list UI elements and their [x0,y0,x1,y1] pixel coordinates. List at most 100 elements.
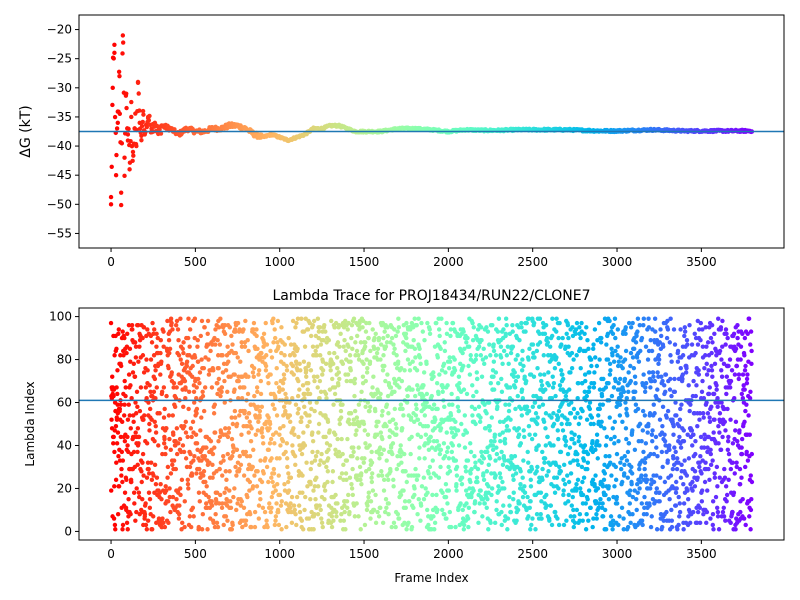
lambda-point [335,501,340,506]
lambda-point [358,527,363,532]
lambda-point [212,524,218,530]
lambda-point [479,338,484,343]
lambda-point [474,475,480,480]
lambda-point [705,411,711,416]
lambda-point [359,481,364,487]
lambda-point [584,393,589,399]
lambda-point [283,400,289,405]
lambda-point [346,344,351,349]
lambda-point [335,365,340,371]
lambda-point [333,447,338,452]
lambda-point [245,338,250,343]
lambda-point [256,372,261,377]
lambda-point [719,368,724,373]
lambda-point [606,496,612,502]
lambda-point [584,325,589,330]
lambda-point [293,462,298,468]
delta-g-point [110,102,115,108]
lambda-point [405,357,411,362]
lambda-point [668,376,673,382]
lambda-point [226,430,232,435]
lambda-point [641,322,646,328]
lambda-point [151,514,156,519]
lambda-point [203,355,208,360]
lambda-point [253,432,258,437]
lambda-point [296,406,301,412]
lambda-point [233,350,239,356]
lambda-point [221,522,226,528]
lambda-point [657,499,662,504]
lambda-point [531,374,537,379]
lambda-point [216,376,222,382]
y-tick-label: −30 [47,81,72,95]
lambda-point [183,396,188,401]
lambda-point [625,475,630,480]
lambda-point [227,325,233,330]
lambda-point [582,331,587,336]
lambda-point [749,348,754,354]
lambda-point [296,378,301,384]
lambda-point [456,374,462,379]
lambda-point [494,451,500,457]
lambda-point [664,509,669,515]
lambda-point [325,479,330,485]
lambda-point [746,413,751,418]
lambda-point [349,335,354,341]
lambda-point [749,361,754,367]
lambda-point [370,385,375,390]
lambda-point [575,477,581,483]
lambda-point [380,368,386,373]
lambda-point [723,428,728,433]
delta-g-point [110,85,115,91]
lambda-point [512,385,518,390]
lambda-point [344,458,350,463]
lambda-point [124,344,130,349]
lambda-point [506,361,511,367]
lambda-point [660,404,666,410]
lambda-point [333,432,338,437]
lambda-point [161,520,166,526]
lambda-point [722,466,727,472]
lambda-point [255,346,260,352]
lambda-point [498,475,503,480]
lambda-point [336,449,342,455]
lambda-point [427,464,433,470]
lambda-point [185,434,190,440]
lambda-point [153,430,159,435]
lambda-point [187,353,192,358]
lambda-point [166,413,172,418]
lambda-point [603,443,609,448]
lambda-point [330,469,336,474]
lambda-point [656,357,662,362]
lambda-point [111,516,117,521]
lambda-point [514,518,519,523]
lambda-point [631,346,637,352]
lambda-point [455,404,461,410]
lambda-point [227,488,232,493]
lambda-point [186,406,191,412]
lambda-point [627,501,633,506]
lambda-point [723,518,728,523]
lambda-point [335,340,341,345]
lambda-point [647,503,652,508]
lambda-point [384,423,389,429]
lambda-point [622,357,628,362]
lambda-point [633,389,638,394]
lambda-point [433,417,438,422]
lambda-point [542,331,548,336]
lambda-point [745,372,750,377]
x-tick-label: 3500 [686,547,717,561]
lambda-point [287,413,293,418]
lambda-point [639,473,644,478]
lambda-point [136,359,141,364]
lambda-point [208,438,214,444]
lambda-point [139,479,144,485]
lambda-point [425,320,430,326]
lambda-point [112,484,117,489]
lambda-point [370,327,375,332]
lambda-point [643,441,649,446]
lambda-point [367,404,373,410]
lambda-point [625,449,631,455]
lambda-point [642,389,648,394]
lambda-point [128,512,133,517]
